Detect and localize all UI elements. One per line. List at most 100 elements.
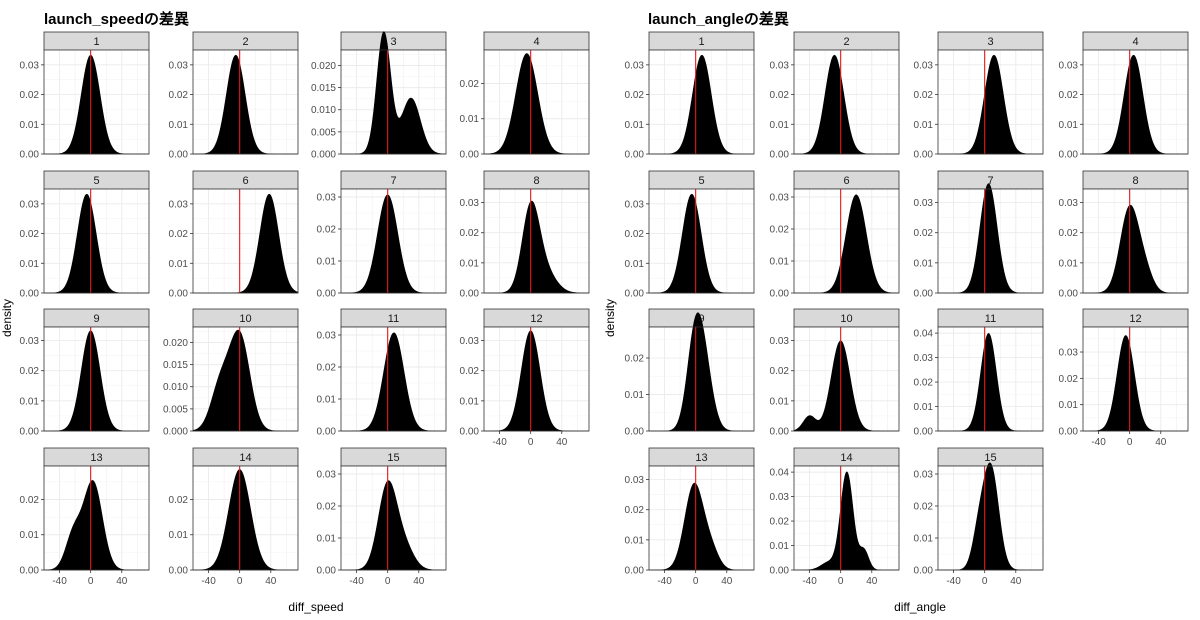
facet-panel-8: 8 0.00 0.01 0.02 0.03 [460,170,590,300]
panel-border [192,465,299,571]
facet-label: 10 [239,313,251,325]
y-tick-label: 0.01 [770,541,790,552]
y-tick-label: 0.00 [20,289,40,300]
facet-panel-5: 5 0.00 0.01 0.02 0.03 [625,170,755,300]
x-tick-label: -40 [201,576,216,587]
x-tick-label: 0 [385,576,391,587]
y-tick-label: 0.00 [625,566,645,577]
facet-label: 12 [1129,313,1141,325]
y-tick-label: 0.01 [317,395,337,406]
panel-border [43,465,150,571]
density-area [341,480,446,571]
x-tick-label: -40 [1091,437,1106,448]
y-tick-label: 0.01 [460,258,480,269]
panel-border [192,49,299,155]
y-tick-label: 0.01 [770,257,790,268]
facet-panel-1: 1 0.00 0.01 0.02 0.03 [20,31,150,161]
y-tick-label: 0.01 [1059,400,1079,411]
x-tick-label: 40 [413,576,425,587]
facet-label: 11 [388,313,399,325]
facet-panel-7: 7 0.00 0.01 0.02 0.03 [317,170,447,300]
facet-panel-7: 7 0.00 0.01 0.02 0.03 [914,170,1044,300]
facet-panel-11: 11 0.00 0.01 0.02 0.03 0.04 [914,308,1044,438]
y-tick-label: 0.00 [770,150,790,161]
x-tick-label: -40 [52,576,67,587]
y-tick-label: 0.00 [1059,150,1079,161]
panel-border [937,465,1044,571]
panel-border [43,188,150,294]
facet-label: 1 [93,36,99,48]
facet-label: 8 [533,175,539,187]
y-tick-label: 0.01 [770,120,790,131]
y-tick-label: 0.03 [1059,348,1079,359]
y-tick-label: 0.03 [770,492,790,503]
facet-panel-9: 9 0.00 0.01 0.02 [625,308,755,438]
y-tick-label: 0.00 [914,566,934,577]
x-tick-label: 0 [237,576,243,587]
x-tick-label: 0 [838,576,844,587]
panel-border [340,465,447,571]
y-tick-label: 0.00 [20,566,40,577]
facet-panel-10: 10 0.00 0.01 0.02 0.03 [770,308,900,438]
y-tick-label: 0.03 [770,60,790,71]
y-tick-label: 0.02 [770,517,790,528]
y-tick-label: 0.01 [169,530,189,541]
y-tick-label: 0.03 [914,60,934,71]
y-tick-label: 0.03 [169,60,189,71]
y-tick-label: 0.01 [317,534,337,545]
x-tick-label: 40 [866,576,878,587]
panel-border [43,326,150,432]
x-tick-label: 0 [693,576,699,587]
facet-label: 7 [390,175,396,187]
x-tick-label: 40 [265,576,277,587]
panel-border [483,49,590,155]
panel-border [648,326,755,432]
y-tick-label: 0.015 [311,83,336,94]
y-tick-label: 0.02 [317,363,337,374]
facet-label: 7 [987,175,993,187]
y-tick-label: 0.02 [1059,374,1079,385]
y-tick-label: 0.03 [460,198,480,209]
facet-label: 4 [533,36,539,48]
y-tick-label: 0.04 [914,329,934,340]
y-tick-label: 0.00 [460,150,480,161]
facet-panel-15: 15 0.00 0.01 0.02 0.03 -40 0 40 [317,447,447,587]
y-tick-label: 0.02 [625,505,645,516]
facet-panel-10: 10 0.000 0.005 0.010 0.015 0.020 [163,308,299,438]
y-tick-label: 0.010 [311,105,336,116]
y-tick-label: 0.000 [163,427,188,438]
panel-border [1082,188,1189,294]
x-tick-label: -40 [349,576,364,587]
panel-border [340,188,447,294]
facet-panel-1: 1 0.00 0.01 0.02 0.03 [625,31,755,161]
y-tick-label: 0.03 [317,470,337,481]
x-tick-label: 40 [116,576,128,587]
facet-panel-4: 4 0.00 0.01 0.02 0.03 [1059,31,1189,161]
y-tick-label: 0.01 [20,396,40,407]
y-tick-label: 0.01 [770,396,790,407]
y-tick-label: 0.00 [317,427,337,438]
facet-label: 13 [695,452,707,464]
y-tick-label: 0.04 [770,468,790,479]
y-tick-label: 0.03 [20,336,40,347]
y-tick-label: 0.000 [311,150,336,161]
chart-title: launch_angleの差異 [648,10,789,28]
facet-label: 12 [530,313,542,325]
x-tick-label: 40 [1155,437,1167,448]
y-tick-label: 0.02 [914,90,934,101]
y-tick-label: 0.02 [20,90,40,101]
panel-border [192,326,299,432]
panel-border [43,49,150,155]
facet-label: 15 [984,452,996,464]
facet-label: 4 [1132,36,1138,48]
y-tick-label: 0.03 [770,336,790,347]
facet-panel-14: 14 0.00 0.01 0.02 -40 0 40 [169,447,299,587]
y-tick-label: 0.03 [460,336,480,347]
facet-panel-2: 2 0.00 0.01 0.02 0.03 [770,31,900,161]
x-axis-label: diff_speed [288,600,343,614]
panel-border [648,465,755,571]
facet-label: 10 [840,313,852,325]
facet-panel-12: 12 0.00 0.01 0.02 0.03 -40 0 40 [460,308,590,448]
y-tick-label: 0.00 [20,427,40,438]
